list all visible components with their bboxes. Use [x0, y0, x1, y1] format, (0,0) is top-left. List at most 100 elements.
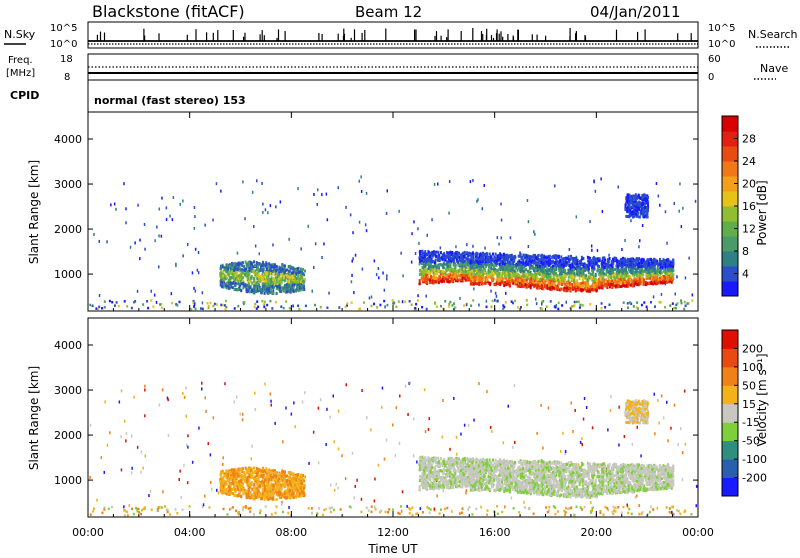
power-cell	[604, 306, 606, 309]
power-cell	[457, 260, 459, 263]
power-cell	[573, 282, 575, 285]
power-cell	[488, 269, 490, 272]
power-cell	[465, 279, 467, 282]
power-cell	[532, 267, 534, 270]
power-cell	[607, 261, 609, 264]
power-cell	[245, 261, 247, 264]
power-cell	[630, 219, 632, 222]
power-cell	[423, 260, 425, 263]
power-cell	[276, 292, 278, 295]
power-cell	[514, 300, 516, 303]
power-cell	[351, 301, 353, 304]
power-cell	[606, 271, 608, 274]
power-cell	[471, 270, 473, 273]
power-cell	[501, 219, 503, 222]
power-cell	[413, 220, 415, 223]
power-cell	[472, 252, 474, 255]
power-cell	[571, 305, 573, 308]
power-cell	[582, 276, 584, 279]
power-cell	[293, 284, 295, 287]
power-cell	[151, 290, 153, 293]
power-cell	[449, 256, 451, 259]
power-cell	[426, 263, 428, 266]
power-cell	[588, 285, 590, 288]
power-cell	[452, 279, 454, 282]
power-cell	[463, 267, 465, 270]
power-cell	[256, 261, 258, 264]
power-cell	[320, 306, 322, 309]
power-cell	[303, 273, 305, 276]
power-cell	[627, 194, 629, 197]
power-cell	[662, 282, 664, 285]
power-cell	[300, 247, 302, 250]
power-cell	[261, 291, 263, 294]
power-cell	[470, 261, 472, 264]
power-cell	[589, 220, 591, 223]
power-cell	[629, 301, 631, 304]
power-cell	[182, 200, 184, 203]
power-cell	[225, 277, 227, 280]
power-cell	[293, 286, 295, 289]
velocity-cell	[271, 513, 273, 516]
freq-tick-top: 18	[60, 54, 73, 65]
power-cell	[541, 303, 543, 306]
power-cell	[616, 269, 618, 272]
power-cell	[595, 274, 597, 277]
power-cell	[685, 305, 687, 308]
power-cell	[605, 285, 607, 288]
power-cell	[643, 264, 645, 267]
power-cell	[234, 288, 236, 291]
power-cell	[187, 243, 189, 246]
power-cell	[161, 307, 163, 310]
power-cell	[116, 301, 118, 304]
power-cell	[455, 245, 457, 248]
power-cell	[593, 284, 595, 287]
power-cell	[605, 273, 607, 276]
nsky-tick-top: 10^5	[50, 23, 77, 34]
power-cell	[256, 179, 258, 182]
power-cell	[650, 265, 652, 268]
power-cell	[541, 308, 543, 311]
power-cell	[264, 283, 266, 286]
power-cell	[111, 301, 113, 304]
power-cell	[618, 260, 620, 263]
power-cell	[586, 284, 588, 287]
power-cell	[484, 184, 486, 187]
power-cell	[291, 272, 293, 275]
velocity-cell	[259, 512, 261, 515]
power-cell	[621, 261, 623, 264]
power-cell	[608, 254, 610, 257]
colorbar-swatch	[722, 206, 738, 222]
power-cell	[514, 270, 516, 273]
power-cell	[575, 290, 577, 293]
velocity-cell	[311, 507, 313, 510]
power-cell	[667, 277, 669, 280]
power-cell	[621, 248, 623, 251]
power-cell	[681, 225, 683, 228]
power-cell	[571, 283, 573, 286]
power-cell	[629, 214, 631, 217]
power-cell	[526, 262, 528, 265]
power-cell	[642, 224, 644, 227]
power-cell	[568, 255, 570, 258]
velocity-cell	[440, 508, 442, 511]
power-cell	[659, 258, 661, 261]
power-cell	[560, 288, 562, 291]
power-cell	[386, 274, 388, 277]
power-cell	[279, 267, 281, 270]
power-cell	[404, 301, 406, 304]
power-cell	[261, 182, 263, 185]
power-cell	[244, 269, 246, 272]
power-cell	[476, 252, 478, 255]
power-cell	[338, 186, 340, 189]
power-cell	[419, 250, 421, 253]
power-cell	[511, 300, 513, 303]
power-cell	[644, 194, 646, 197]
power-cell	[525, 276, 527, 279]
power-cell	[647, 267, 649, 270]
power-cell	[463, 304, 465, 307]
power-cell	[338, 306, 340, 309]
power-cell	[598, 259, 600, 262]
power-cell	[89, 304, 91, 307]
power-cell	[597, 264, 599, 267]
